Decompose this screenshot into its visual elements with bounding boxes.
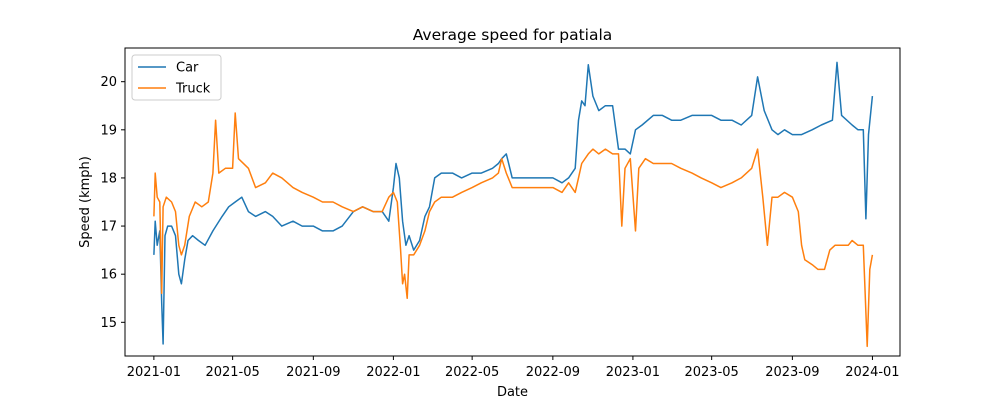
y-tick-label: 18 (100, 171, 117, 186)
y-tick-label: 17 (100, 220, 117, 235)
x-tick-label: 2023-05 (684, 365, 738, 380)
x-tick-label: 2023-09 (765, 365, 819, 380)
legend: Car Truck (131, 54, 222, 101)
x-tick-label: 2022-09 (526, 365, 580, 380)
x-tick-label: 2021-01 (127, 365, 181, 380)
x-tick-label: 2022-01 (366, 365, 420, 380)
series-line-car (153, 61, 874, 345)
y-axis: 15 16 17 18 19 20 (100, 75, 125, 331)
x-tick-label: 2022-05 (445, 365, 499, 380)
legend-label-truck: Truck (175, 82, 211, 97)
series-line-truck (153, 112, 874, 348)
series-lines (153, 61, 874, 348)
x-tick-label: 2023-01 (606, 365, 660, 380)
y-axis-label: Speed (kmph) (78, 156, 93, 248)
x-axis: 2021-01 2021-05 2021-09 2022-01 2022-05 2022-… (127, 356, 900, 380)
y-tick-label: 19 (100, 123, 117, 138)
x-tick-label: 2021-05 (205, 365, 259, 380)
legend-label-car: Car (176, 61, 199, 76)
x-tick-label: 2024-01 (845, 365, 899, 380)
axes-frame (124, 47, 901, 357)
plot-area (124, 47, 901, 357)
x-axis-label: Date (497, 385, 528, 400)
y-tick-label: 15 (100, 316, 117, 331)
y-tick-label: 20 (100, 75, 117, 90)
y-tick-label: 16 (100, 268, 117, 283)
chart-title: Average speed for patiala (413, 26, 613, 44)
x-tick-label: 2021-09 (286, 365, 340, 380)
